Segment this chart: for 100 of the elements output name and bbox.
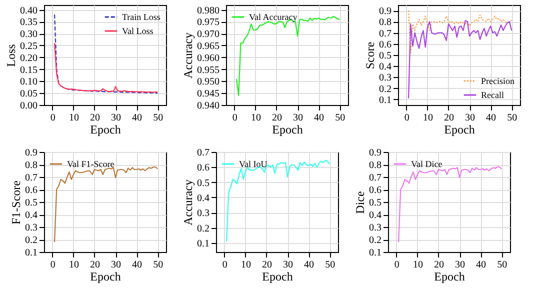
x-tick-label: 20 bbox=[262, 260, 272, 270]
y-tick-label: 0.8 bbox=[379, 17, 392, 28]
y-tick-label: 0.970 bbox=[197, 29, 220, 40]
x-tick-label: 30 bbox=[293, 112, 304, 124]
y-tick-label: 0.40 bbox=[20, 5, 38, 16]
y-tick-label: 0.2 bbox=[369, 235, 382, 246]
line-series bbox=[236, 16, 340, 96]
legend-label: Val Loss bbox=[122, 26, 154, 36]
x-tick-label: 20 bbox=[434, 260, 444, 270]
line-series bbox=[54, 166, 158, 243]
y-axis-title: Loss bbox=[4, 44, 18, 67]
y-tick-label: 0.7 bbox=[369, 172, 382, 184]
y-tick-label: 0.00 bbox=[20, 100, 38, 112]
y-tick-label: 0.945 bbox=[197, 88, 220, 100]
y-tick-label: 0.1 bbox=[379, 94, 392, 106]
x-tick-label: 20 bbox=[90, 260, 100, 270]
y-tick-label: 0.10 bbox=[20, 76, 38, 88]
y-tick-label: 0.25 bbox=[20, 40, 38, 52]
x-axis-title: Epoch bbox=[90, 270, 121, 284]
x-tick-label: 40 bbox=[132, 260, 142, 270]
y-tick-label: 0.8 bbox=[369, 160, 382, 171]
y-tick-label: 0.4 bbox=[25, 210, 38, 221]
x-tick-label: 40 bbox=[132, 112, 142, 124]
x-tick-label: 10 bbox=[68, 112, 79, 124]
y-axis-title: F1-Score bbox=[9, 180, 23, 224]
x-tick-label: 50 bbox=[153, 260, 164, 270]
x-tick-label: 50 bbox=[335, 112, 346, 124]
line-series bbox=[398, 166, 502, 243]
x-tick-label: 50 bbox=[153, 112, 164, 124]
y-tick-label: 0.955 bbox=[197, 64, 220, 76]
x-tick-label: 50 bbox=[325, 260, 336, 270]
y-tick-label: 0.965 bbox=[197, 40, 220, 52]
y-tick-label: 0.9 bbox=[369, 148, 382, 158]
x-tick-label: 10 bbox=[68, 260, 79, 270]
x-tick-label: 40 bbox=[486, 112, 496, 124]
x-axis-title: Epoch bbox=[434, 270, 465, 284]
legend-label: Val F1-Score bbox=[67, 159, 114, 169]
x-axis-title: Epoch bbox=[262, 270, 293, 284]
y-tick-label: 0.6 bbox=[369, 185, 382, 196]
legend-label: Val IoU bbox=[239, 159, 268, 169]
y-tick-label: 0.4 bbox=[369, 210, 382, 221]
x-tick-label: 10 bbox=[240, 260, 251, 270]
x-tick-label: 10 bbox=[412, 260, 423, 270]
y-tick-label: 0.9 bbox=[25, 148, 38, 158]
y-tick-label: 0.980 bbox=[197, 5, 220, 16]
x-tick-label: 30 bbox=[111, 112, 122, 124]
line-series bbox=[408, 20, 512, 99]
legend-label: Val Dice bbox=[411, 159, 442, 169]
y-tick-label: 0.8 bbox=[25, 160, 38, 171]
x-tick-label: 10 bbox=[422, 112, 433, 124]
legend-label: Train Loss bbox=[122, 12, 161, 22]
y-tick-label: 0.3 bbox=[379, 72, 392, 84]
y-tick-label: 0.20 bbox=[20, 52, 38, 64]
legend-label: Val Accuracy bbox=[249, 12, 298, 22]
x-tick-label: 20 bbox=[90, 112, 100, 124]
x-tick-label: 30 bbox=[465, 112, 476, 124]
x-tick-label: 40 bbox=[476, 260, 486, 270]
y-tick-label: 0.3 bbox=[197, 208, 210, 220]
y-tick-label: 0.1 bbox=[25, 248, 38, 258]
y-tick-label: 0.9 bbox=[379, 6, 392, 18]
x-axis-title: Epoch bbox=[272, 122, 303, 136]
y-axis-title: Score bbox=[363, 42, 377, 70]
y-tick-label: 0.4 bbox=[197, 192, 210, 204]
y-tick-label: 0.5 bbox=[197, 178, 210, 189]
y-axis-title: Accuracy bbox=[181, 32, 195, 78]
y-tick-label: 0.5 bbox=[369, 198, 382, 208]
y-tick-label: 0.7 bbox=[379, 28, 392, 40]
y-tick-label: 0.2 bbox=[197, 223, 210, 234]
x-tick-label: 0 bbox=[232, 112, 238, 124]
x-tick-label: 20 bbox=[444, 112, 454, 124]
x-tick-label: 50 bbox=[507, 112, 518, 124]
x-tick-label: 30 bbox=[283, 260, 294, 270]
y-tick-label: 0.3 bbox=[25, 222, 38, 234]
x-tick-label: 40 bbox=[304, 260, 314, 270]
x-tick-label: 0 bbox=[50, 260, 56, 270]
y-tick-label: 0.6 bbox=[25, 185, 38, 196]
line-series bbox=[408, 10, 512, 54]
y-axis-title: Accuracy bbox=[181, 180, 195, 226]
y-tick-label: 0.30 bbox=[20, 29, 38, 40]
line-series bbox=[54, 14, 158, 94]
y-tick-label: 0.6 bbox=[197, 162, 210, 174]
x-tick-label: 0 bbox=[50, 112, 56, 124]
x-tick-label: 20 bbox=[272, 112, 282, 124]
y-tick-label: 0.960 bbox=[197, 52, 220, 64]
y-tick-label: 0.1 bbox=[197, 238, 210, 250]
y-tick-label: 0.975 bbox=[197, 17, 220, 28]
y-tick-label: 0.05 bbox=[20, 88, 38, 100]
y-tick-label: 0.7 bbox=[25, 172, 38, 184]
y-tick-label: 0.5 bbox=[25, 198, 38, 208]
y-tick-label: 0.15 bbox=[20, 64, 38, 76]
y-tick-label: 0.3 bbox=[369, 222, 382, 234]
x-tick-label: 0 bbox=[404, 112, 410, 124]
x-tick-label: 30 bbox=[111, 260, 122, 270]
x-tick-label: 40 bbox=[314, 112, 324, 124]
x-tick-label: 10 bbox=[250, 112, 261, 124]
y-tick-label: 0.940 bbox=[197, 100, 220, 112]
y-tick-label: 0.950 bbox=[197, 76, 220, 88]
line-series bbox=[54, 42, 158, 93]
y-tick-label: 0.2 bbox=[379, 84, 392, 95]
x-tick-label: 0 bbox=[394, 260, 400, 270]
